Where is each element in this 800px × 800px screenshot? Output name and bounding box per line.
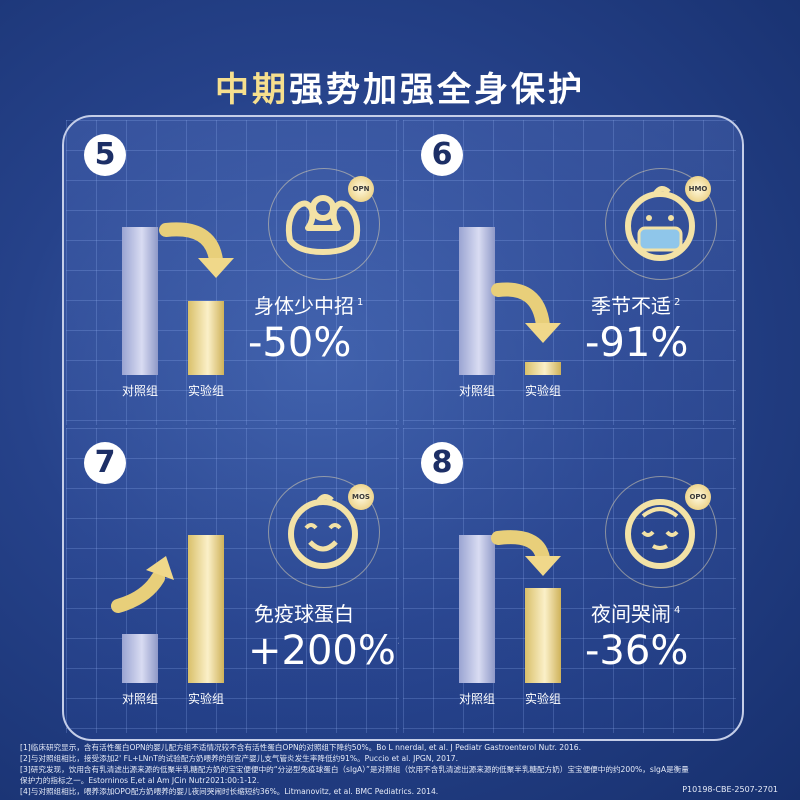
footnote-3-cont: 保护力的指标之一。Estorninos E,et al Am JCin Nutr…	[20, 776, 260, 785]
control-bar	[459, 227, 495, 375]
trend-arrow	[491, 282, 561, 343]
metric-label: 季节不适 2	[591, 294, 681, 318]
control-label: 对照组	[458, 692, 495, 706]
control-label: 对照组	[121, 384, 158, 398]
icon-ring	[605, 476, 717, 588]
trend-arrow	[159, 222, 234, 278]
experiment-label: 实验组	[524, 384, 561, 398]
panel-number: 5	[84, 134, 126, 176]
footnotes: [1]临床研究显示，含有活性蛋白OPN的婴儿配方组不适情况较不含有活性蛋白OPN…	[20, 742, 780, 797]
panel-number: 7	[84, 442, 126, 484]
control-label: 对照组	[121, 692, 158, 706]
footnote-3: [3]研究发现，饮用含有乳清滤出源来源的低聚半乳糖配方奶的宝宝便便中的“分泌型免…	[20, 765, 689, 774]
opn-badge: OPN	[348, 176, 374, 202]
metric-label: 身体少中招 1	[254, 294, 364, 318]
trend-arrow	[491, 530, 561, 576]
control-bar	[122, 227, 158, 375]
hmo-badge: HMO	[685, 176, 711, 202]
metric-label: 夜间哭闹 4	[591, 602, 681, 626]
metric-label: 免疫球蛋白	[254, 602, 354, 626]
panel-number: 6	[421, 134, 463, 176]
control-bar	[459, 535, 495, 683]
panel-number: 8	[421, 442, 463, 484]
document-code: P10198-CBE-2507-2701	[682, 785, 778, 794]
sleeping-baby-icon	[625, 499, 695, 569]
icon-ring	[268, 476, 380, 588]
experiment-bar	[525, 362, 561, 375]
panel-5: 5 对照组 实验组 OPN 身体少中招 1 -50%	[66, 120, 399, 425]
experiment-label: 实验组	[524, 692, 561, 706]
experiment-bar	[188, 301, 224, 375]
metric-value: -50%	[248, 320, 352, 366]
icon-ring	[268, 168, 380, 280]
metric-value: -91%	[585, 320, 689, 366]
panel-8: 8 对照组 实验组 OPO 夜间哭闹 4 -36%	[403, 428, 736, 733]
metric-value: -36%	[585, 628, 689, 674]
happy-baby-icon	[288, 494, 358, 569]
muscle-icon	[285, 195, 361, 255]
experiment-label: 实验组	[187, 384, 224, 398]
control-label: 对照组	[458, 384, 495, 398]
mos-badge: MOS	[348, 484, 374, 510]
masked-baby-icon	[625, 186, 695, 261]
experiment-label: 实验组	[187, 692, 224, 706]
icon-ring	[605, 168, 717, 280]
footnote-4: [4]与对照组相比，喂养添加OPO配方奶喂养的婴儿夜间哭闹时长缩短约36%。Li…	[20, 787, 439, 796]
panel-6: 6 对照组 实验组 HMO 季节不适 2 -91%	[403, 120, 736, 425]
metric-value: +200%3	[248, 628, 399, 674]
panel-7: 7 对照组 实验组 MOS 免疫球蛋白 +200%3	[66, 428, 399, 733]
trend-arrow	[111, 556, 174, 613]
control-bar	[122, 634, 158, 683]
experiment-bar	[525, 588, 561, 683]
opo-badge: OPO	[685, 484, 711, 510]
footnote-1: [1]临床研究显示，含有活性蛋白OPN的婴儿配方组不适情况较不含有活性蛋白OPN…	[20, 743, 582, 752]
page-title: 中期强势加强全身保护	[215, 70, 585, 110]
experiment-bar	[188, 535, 224, 683]
footnote-2: [2]与对照组相比，接受添加2' FL+LNnT的试验配方奶喂养的剖宫产婴儿支气…	[20, 754, 459, 763]
